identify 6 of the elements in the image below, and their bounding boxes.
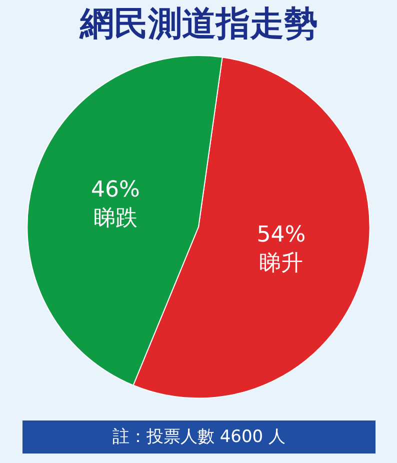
text: 註：投票人數 4600 人 xyxy=(112,427,286,447)
chart-title: 網民測道指走勢 xyxy=(79,4,318,44)
slice-label: 睇升 xyxy=(259,251,304,276)
data-label: 46% xyxy=(91,178,140,203)
slice-label: 睇跌 xyxy=(94,206,138,232)
data-label: 54% xyxy=(256,222,306,248)
